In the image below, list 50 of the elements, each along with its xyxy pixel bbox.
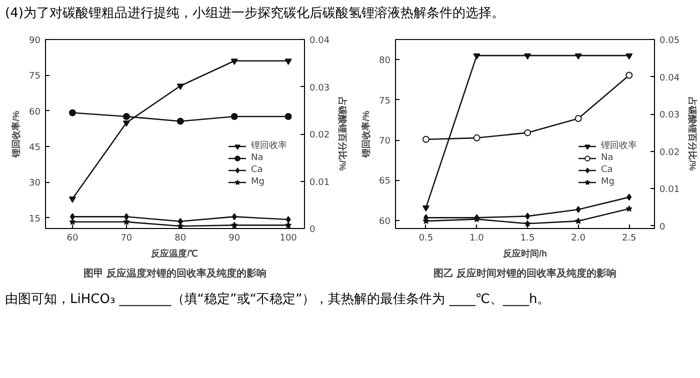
legend-label: 锂回收率 <box>601 140 637 152</box>
y-axis-title: 锂回收率/% <box>361 110 372 158</box>
y-tick-label: 90 <box>29 36 41 46</box>
x-tick-label: 90 <box>228 234 240 244</box>
y-tick-label: 60 <box>379 216 391 227</box>
text: (4)为了对碳酸锂粗品进行提纯，小组进一步探究碳化后碳酸氢锂溶液热解条件的选择。 <box>5 5 504 23</box>
y-tick-label: 45 <box>29 142 40 153</box>
y2-axis-title: 占碳酸锂百分比/% <box>338 97 348 171</box>
y2-tick-label: 0 <box>310 225 316 235</box>
y-tick-label: 70 <box>379 136 391 147</box>
y2-tick-label: 0.03 <box>660 110 680 121</box>
y2-tick-label: 0.03 <box>310 83 330 94</box>
y-tick-label: 30 <box>29 178 41 189</box>
y-tick-label: 65 <box>379 176 390 187</box>
x-axis-title: 反应时间/h <box>502 248 547 258</box>
text: 由图可知，LiHCO₃ ________（填“稳定”或“不稳定”），其热解的最佳条件为 ____℃、____h。 <box>5 291 550 309</box>
y-axis-title: 锂回收率/% <box>11 110 22 158</box>
x-tick-label: 1.0 <box>470 234 484 244</box>
x-tick-label: 100 <box>280 234 298 244</box>
y-tick-label: 80 <box>379 56 391 66</box>
y2-tick-label: 0.01 <box>310 178 330 188</box>
x-tick-label: 60 <box>66 234 78 244</box>
y2-tick-label: 0.01 <box>660 185 680 196</box>
legend-label: 锂回收率 <box>251 140 287 152</box>
y2-tick-label: 0.02 <box>660 148 680 158</box>
y2-tick-label: 0.02 <box>310 130 330 140</box>
x-tick-label: 70 <box>120 234 132 244</box>
y2-tick-label: 0.04 <box>310 36 330 46</box>
legend-label: Na <box>601 152 614 164</box>
text: 图乙 反应时间对锂的回收率及纯度的影响 <box>434 268 616 280</box>
x-tick-label: 2.0 <box>571 234 586 244</box>
y2-tick-label: 0.05 <box>660 36 680 46</box>
x-tick-label: 80 <box>174 234 186 244</box>
text: 图甲 反应温度对锂的回收率及纯度的影响 <box>84 268 266 280</box>
legend-label: Mg <box>601 176 616 188</box>
y2-tick-label: 0.04 <box>660 73 680 84</box>
legend-label: Ca <box>251 164 264 176</box>
y2-tick-label: 0 <box>660 222 666 232</box>
legend-label: Ca <box>601 164 614 176</box>
legend-label: Mg <box>251 176 266 188</box>
legend-label: Na <box>251 152 264 164</box>
y-tick-label: 60 <box>29 107 41 118</box>
x-axis-title: 反应温度/℃ <box>150 248 198 258</box>
x-tick-label: 0.5 <box>418 234 434 244</box>
x-tick-label: 1.5 <box>520 234 535 244</box>
y-tick-label: 75 <box>29 72 40 82</box>
x-tick-label: 2.5 <box>622 234 636 244</box>
y2-axis-title: 占碳酸锂百分比/% <box>688 97 698 171</box>
y-tick-label: 75 <box>379 96 390 106</box>
y-tick-label: 15 <box>29 214 40 224</box>
